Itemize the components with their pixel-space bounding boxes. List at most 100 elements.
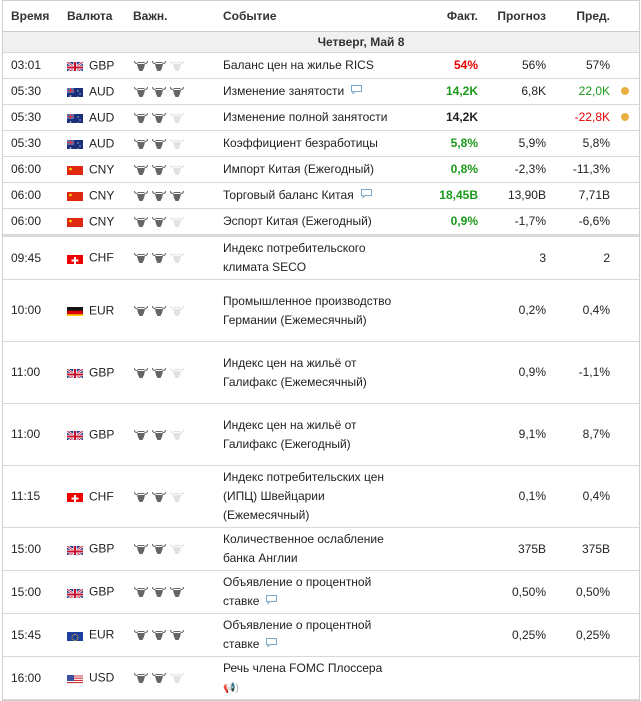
actual-value: 5,8% bbox=[413, 130, 478, 157]
bull-icon bbox=[133, 84, 151, 98]
flag-icon bbox=[67, 60, 83, 72]
event-row[interactable]: 11:00 GBP Индекс цен на жильё от Галифак… bbox=[3, 403, 639, 466]
currency-code: AUD bbox=[89, 110, 115, 125]
flag-icon bbox=[67, 587, 83, 598]
currency-code: AUD bbox=[89, 84, 115, 99]
event-row[interactable]: 15:00 GBP Количественное ослабление банк… bbox=[3, 527, 639, 571]
currency-code: GBP bbox=[89, 584, 115, 599]
event-row[interactable]: 06:00 CNY Торговый баланс Китая 18,45B 1… bbox=[3, 182, 639, 209]
previous-value: 0,25% bbox=[546, 613, 610, 657]
col-forecast[interactable]: Прогноз bbox=[478, 1, 546, 32]
event-row[interactable]: 11:15 CHF Индекс потребительских цен (ИП… bbox=[3, 465, 639, 528]
col-previous[interactable]: Пред. bbox=[546, 1, 610, 32]
event-row[interactable]: 16:00 USD Речь члена FOMC Плоссера 📢) bbox=[3, 656, 639, 700]
currency-code: CHF bbox=[89, 489, 114, 504]
bull-icon bbox=[133, 251, 151, 265]
event-name[interactable]: Изменение полной занятости bbox=[223, 110, 388, 124]
bull-icon bbox=[133, 188, 151, 202]
actual-value bbox=[413, 570, 478, 614]
event-row[interactable]: 05:30 AUD Изменение занятости 14,2K 6,8K… bbox=[3, 78, 639, 105]
event-cell: Количественное ослабление банка Англии bbox=[223, 527, 413, 571]
event-row[interactable]: 09:45 CHF Индекс потребительского климат… bbox=[3, 235, 639, 280]
currency-code: GBP bbox=[89, 541, 115, 556]
event-name[interactable]: Индекс цен на жильё от Галифакс (Ежегодн… bbox=[223, 417, 357, 451]
actual-value: 54% bbox=[413, 52, 478, 79]
comment-icon[interactable] bbox=[350, 82, 363, 101]
event-name[interactable]: Коэффициент безработицы bbox=[223, 136, 378, 150]
flag-icon bbox=[67, 216, 83, 228]
importance-rating bbox=[133, 570, 223, 614]
currency-code: CNY bbox=[89, 214, 115, 229]
event-row[interactable]: 06:00 CNY Эспорт Китая (Ежегодный) 0,9% … bbox=[3, 208, 639, 237]
bull-icon bbox=[151, 542, 169, 556]
event-cell: Торговый баланс Китая bbox=[223, 182, 413, 209]
col-importance[interactable]: Важн. bbox=[133, 1, 223, 32]
event-row[interactable]: 05:30 AUD Коэффициент безработицы 5,8% 5… bbox=[3, 130, 639, 157]
event-row[interactable]: 10:00 EUR Промышленное производство Герм… bbox=[3, 279, 639, 342]
event-name[interactable]: Баланс цен на жилье RICS bbox=[223, 58, 374, 72]
event-name[interactable]: Промышленное производство Германии (Ежем… bbox=[223, 293, 392, 327]
actual-value bbox=[413, 613, 478, 657]
speech-icon[interactable]: 📢) bbox=[223, 682, 239, 694]
event-row[interactable]: 06:00 CNY Импорт Китая (Ежегодный) 0,8% … bbox=[3, 156, 639, 183]
event-row[interactable]: 15:00 GBP Объявление о процентной ставке… bbox=[3, 570, 639, 614]
event-time: 05:30 bbox=[3, 78, 67, 105]
importance-rating bbox=[133, 235, 223, 280]
bull-icon bbox=[151, 58, 169, 72]
currency-code: GBP bbox=[89, 58, 115, 73]
actual-value: 0,8% bbox=[413, 156, 478, 183]
comment-icon[interactable] bbox=[265, 592, 278, 611]
event-cell: Индекс цен на жильё от Галифакс (Ежемеся… bbox=[223, 341, 413, 404]
bull-icon bbox=[151, 427, 169, 441]
event-cell: Эспорт Китая (Ежегодный) bbox=[223, 208, 413, 237]
col-event[interactable]: Событие bbox=[223, 1, 413, 32]
comment-icon[interactable] bbox=[265, 635, 278, 654]
event-name[interactable]: Изменение занятости bbox=[223, 83, 345, 98]
event-cell: Объявление о процентной ставке bbox=[223, 570, 413, 614]
event-row[interactable]: 11:00 GBP Индекс цен на жильё от Галифак… bbox=[3, 341, 639, 404]
event-name[interactable]: Индекс цен на жильё от Галифакс (Ежемеся… bbox=[223, 355, 367, 389]
revision-dot-icon[interactable] bbox=[620, 113, 629, 121]
currency-code: CNY bbox=[89, 162, 115, 177]
bull-icon bbox=[169, 365, 187, 379]
event-name[interactable]: Речь члена FOMC Плоссера bbox=[223, 660, 383, 675]
event-row[interactable]: 05:30 AUD Изменение полной занятости 14,… bbox=[3, 104, 639, 131]
currency-code: USD bbox=[89, 670, 115, 685]
forecast-value: 0,1% bbox=[478, 465, 546, 528]
currency-code: GBP bbox=[89, 365, 115, 380]
event-name[interactable]: Индекс потребительского климата SECO bbox=[223, 241, 366, 274]
event-cell: Коэффициент безработицы bbox=[223, 130, 413, 157]
event-cell: Индекс цен на жильё от Галифакс (Ежегодн… bbox=[223, 403, 413, 466]
previous-value: 0,50% bbox=[546, 570, 610, 614]
event-name[interactable]: Торговый баланс Китая bbox=[223, 187, 354, 202]
event-time: 15:00 bbox=[3, 527, 67, 571]
bull-icon bbox=[133, 58, 151, 72]
bull-icon bbox=[169, 188, 187, 202]
currency-code: GBP bbox=[89, 427, 115, 442]
event-time: 10:00 bbox=[3, 279, 67, 342]
bull-icon bbox=[169, 489, 187, 503]
event-name[interactable]: Импорт Китая (Ежегодный) bbox=[223, 162, 375, 176]
forecast-value: 0,25% bbox=[478, 613, 546, 657]
previous-value: 0,4% bbox=[546, 279, 610, 342]
event-name[interactable]: Объявление о процентной ставке bbox=[223, 574, 372, 608]
col-actual[interactable]: Факт. bbox=[413, 1, 478, 32]
bull-icon bbox=[169, 251, 187, 265]
importance-rating bbox=[133, 279, 223, 342]
event-time: 11:00 bbox=[3, 403, 67, 466]
event-name[interactable]: Количественное ослабление банка Англии bbox=[223, 532, 384, 565]
previous-value: 22,0K bbox=[546, 78, 610, 105]
event-name[interactable]: Объявление о процентной ставке bbox=[223, 617, 372, 651]
col-time[interactable]: Время bbox=[3, 1, 67, 32]
comment-icon[interactable] bbox=[360, 186, 373, 205]
event-row[interactable]: 03:01 GBP Баланс цен на жилье RICS 54% 5… bbox=[3, 52, 639, 79]
actual-value bbox=[413, 341, 478, 404]
actual-value: 18,45B bbox=[413, 182, 478, 209]
event-row[interactable]: 15:45 EUR Объявление о процентной ставке… bbox=[3, 613, 639, 657]
revision-dot-icon[interactable] bbox=[620, 87, 629, 95]
event-name[interactable]: Эспорт Китая (Ежегодный) bbox=[223, 214, 372, 228]
actual-value: 14,2K bbox=[413, 104, 478, 131]
event-name[interactable]: Индекс потребительских цен (ИПЦ) Швейцар… bbox=[223, 470, 385, 522]
col-currency[interactable]: Валюта bbox=[67, 1, 133, 32]
currency-code: CNY bbox=[89, 188, 115, 203]
